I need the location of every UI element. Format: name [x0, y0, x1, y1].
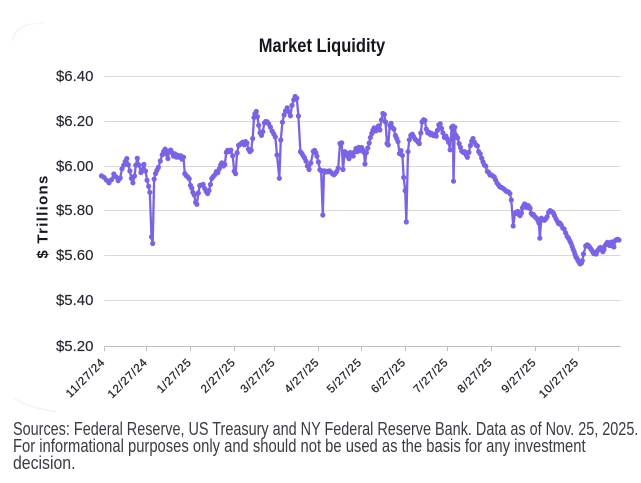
- svg-text:8/27/25: 8/27/25: [456, 356, 495, 395]
- svg-text:$5.20: $5.20: [56, 338, 94, 355]
- svg-text:7/27/25: 7/27/25: [412, 356, 451, 395]
- svg-text:$5.80: $5.80: [56, 202, 94, 219]
- svg-text:4/27/25: 4/27/25: [283, 356, 322, 395]
- svg-text:6/27/25: 6/27/25: [369, 356, 408, 395]
- svg-text:Market Liquidity: Market Liquidity: [259, 35, 385, 56]
- svg-text:$5.60: $5.60: [56, 247, 94, 264]
- svg-text:2/27/25: 2/27/25: [199, 356, 238, 395]
- svg-text:$ Trillions: $ Trillions: [35, 174, 52, 258]
- svg-text:$5.40: $5.40: [56, 292, 94, 309]
- svg-text:$6.00: $6.00: [56, 158, 94, 175]
- svg-text:11/27/24: 11/27/24: [64, 356, 108, 400]
- svg-text:9/27/25: 9/27/25: [500, 356, 539, 395]
- svg-text:5/27/25: 5/27/25: [325, 356, 364, 395]
- svg-text:$6.20: $6.20: [56, 113, 94, 130]
- svg-text:$6.40: $6.40: [56, 68, 94, 85]
- svg-text:3/27/25: 3/27/25: [239, 356, 278, 395]
- svg-text:12/27/24: 12/27/24: [106, 356, 150, 400]
- svg-text:1/27/25: 1/27/25: [155, 356, 194, 395]
- svg-text:10/27/25: 10/27/25: [537, 356, 581, 400]
